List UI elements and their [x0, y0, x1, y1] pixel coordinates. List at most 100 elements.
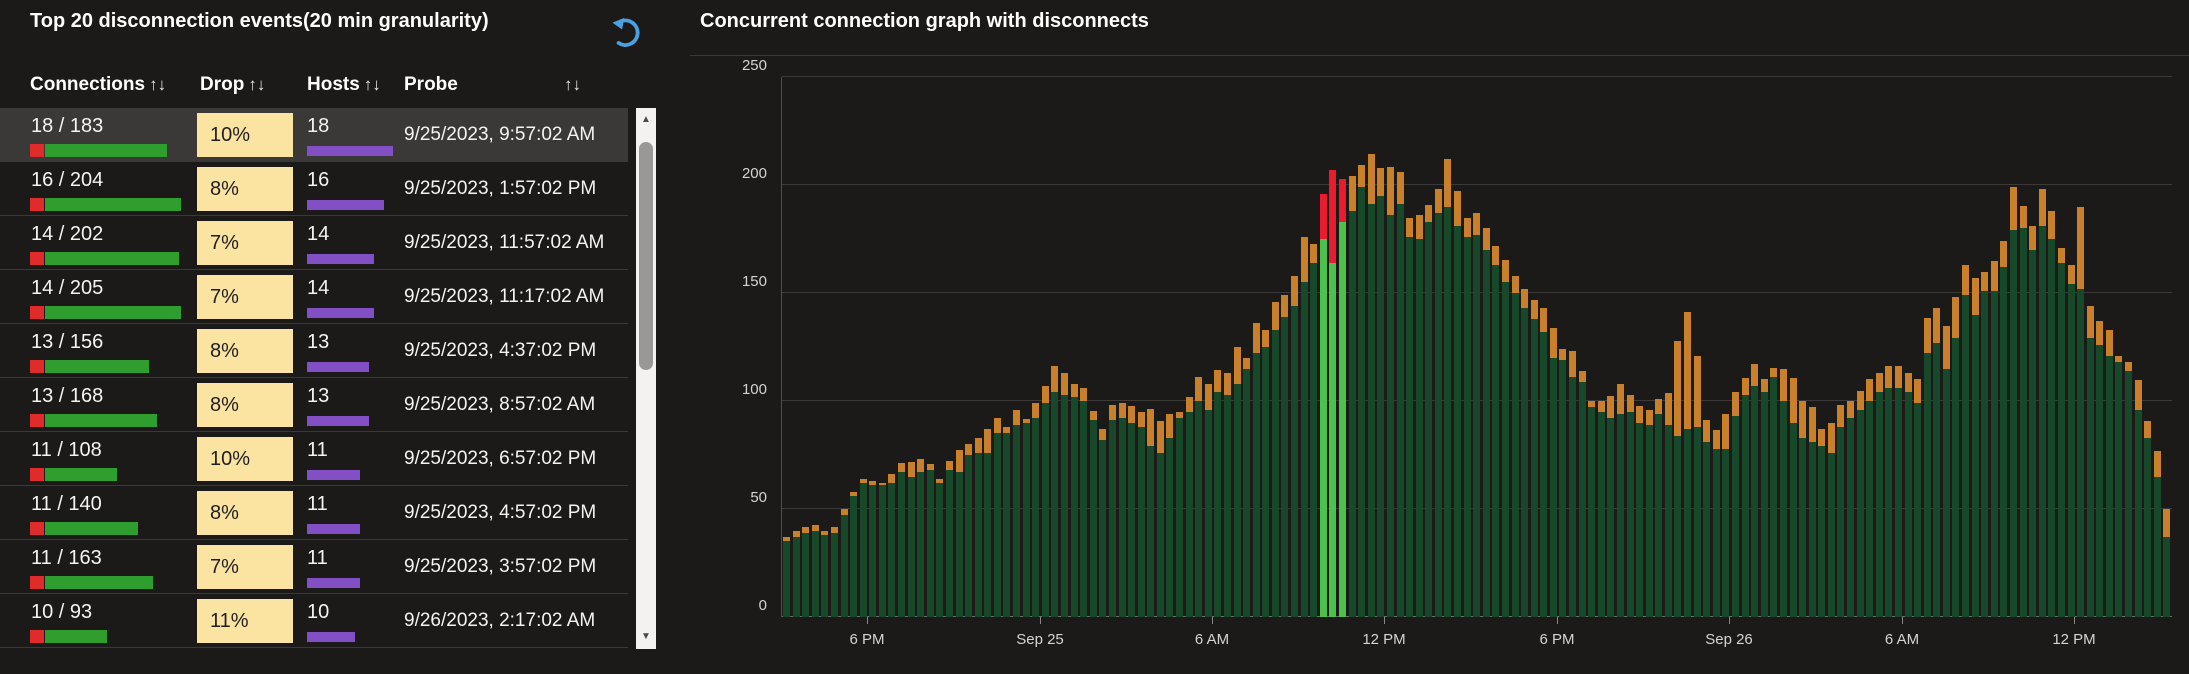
- column-header-hosts[interactable]: Hosts ↑↓: [307, 74, 381, 96]
- chart-bar[interactable]: [1090, 411, 1097, 617]
- scrollbar-thumb[interactable]: [639, 142, 653, 370]
- chart-bar[interactable]: [1301, 237, 1308, 617]
- chart-bar[interactable]: [1866, 379, 1873, 617]
- chart-bar[interactable]: [1972, 278, 1979, 617]
- chart-bar[interactable]: [1933, 308, 1940, 617]
- chart-bar[interactable]: [841, 509, 848, 617]
- chart-bar[interactable]: [1713, 430, 1720, 617]
- chart-bar[interactable]: [1722, 414, 1729, 617]
- chart-bar[interactable]: [1924, 318, 1931, 617]
- chart-bar[interactable]: [1349, 176, 1356, 617]
- chart-bar[interactable]: [1119, 403, 1126, 617]
- chart-bar[interactable]: [1032, 403, 1039, 617]
- chart-bar[interactable]: [1397, 172, 1404, 617]
- chart-bar[interactable]: [1310, 244, 1317, 617]
- chart-bar[interactable]: [1483, 228, 1490, 617]
- chart-bar-disconnect-highlight[interactable]: [1329, 170, 1336, 617]
- chart-bar[interactable]: [927, 464, 934, 617]
- chart-bar[interactable]: [1770, 368, 1777, 617]
- chart-bar[interactable]: [1627, 395, 1634, 617]
- chart-bar[interactable]: [1837, 405, 1844, 617]
- chart-bar[interactable]: [1281, 295, 1288, 617]
- chart-bar[interactable]: [2000, 241, 2007, 617]
- chart-bar[interactable]: [1991, 261, 1998, 617]
- column-header-probe[interactable]: Probe: [404, 74, 458, 96]
- chart-bar[interactable]: [2039, 189, 2046, 617]
- chart-bar[interactable]: [1761, 379, 1768, 617]
- chart-bar[interactable]: [1147, 409, 1154, 617]
- table-scrollbar[interactable]: ▲ ▼: [636, 108, 656, 649]
- chart-bar[interactable]: [956, 450, 963, 617]
- chart-bar[interactable]: [936, 479, 943, 617]
- chart-bar[interactable]: [1435, 189, 1442, 617]
- chart-bar[interactable]: [1492, 246, 1499, 617]
- chart-bar[interactable]: [1502, 260, 1509, 617]
- table-row[interactable]: 14 / 202 7% 14 9/25/2023, 11:57:02 AM: [0, 216, 628, 270]
- column-header-drop[interactable]: Drop ↑↓: [200, 74, 265, 96]
- chart-bar[interactable]: [1885, 366, 1892, 617]
- chart-bar[interactable]: [1684, 312, 1691, 617]
- chart-bar[interactable]: [946, 461, 953, 617]
- chart-bar[interactable]: [1253, 323, 1260, 617]
- chart-bar[interactable]: [1272, 302, 1279, 617]
- chart-bar[interactable]: [1454, 191, 1461, 617]
- chart-bar[interactable]: [1943, 326, 1950, 617]
- chart-bar[interactable]: [1358, 165, 1365, 617]
- chart-bar[interactable]: [1588, 401, 1595, 617]
- chart-bar[interactable]: [1895, 366, 1902, 617]
- chart-bar[interactable]: [1166, 414, 1173, 617]
- chart-bar[interactable]: [1013, 410, 1020, 617]
- chart-bar[interactable]: [1655, 399, 1662, 617]
- chart-bar[interactable]: [1857, 391, 1864, 617]
- chart-bar[interactable]: [2048, 211, 2055, 617]
- chart-bar[interactable]: [1023, 419, 1030, 617]
- chart-bar[interactable]: [1003, 427, 1010, 617]
- chart-bar[interactable]: [1742, 378, 1749, 617]
- chart-bar[interactable]: [2144, 421, 2151, 617]
- chart-bar[interactable]: [2154, 451, 2161, 617]
- chart-bar[interactable]: [2125, 362, 2132, 617]
- scrollbar-up-arrow-icon[interactable]: ▲: [641, 114, 651, 125]
- chart-bar[interactable]: [1176, 412, 1183, 617]
- chart-bar[interactable]: [1636, 406, 1643, 617]
- column-header-connections[interactable]: Connections ↑↓: [30, 74, 166, 96]
- chart-bar[interactable]: [860, 479, 867, 617]
- chart-bar[interactable]: [2077, 207, 2084, 617]
- chart-bar[interactable]: [965, 444, 972, 617]
- table-row[interactable]: 18 / 183 10% 18 9/25/2023, 9:57:02 AM: [0, 108, 628, 162]
- chart-bar[interactable]: [2029, 226, 2036, 617]
- chart-bar[interactable]: [2115, 356, 2122, 617]
- chart-bar[interactable]: [879, 483, 886, 617]
- chart-bar[interactable]: [831, 527, 838, 617]
- chart-bar[interactable]: [975, 438, 982, 617]
- chart-bar[interactable]: [1195, 377, 1202, 617]
- chart-bar[interactable]: [1579, 371, 1586, 617]
- chart-bar[interactable]: [1617, 384, 1624, 617]
- chart-bar[interactable]: [783, 537, 790, 617]
- chart-bar[interactable]: [1521, 289, 1528, 617]
- chart-bar[interactable]: [1214, 370, 1221, 617]
- chart-bar[interactable]: [888, 474, 895, 617]
- chart-bar[interactable]: [1780, 369, 1787, 617]
- chart-bar[interactable]: [2068, 265, 2075, 617]
- chart-bar[interactable]: [1818, 429, 1825, 617]
- chart-bar[interactable]: [1751, 364, 1758, 617]
- table-row[interactable]: 11 / 140 8% 11 9/25/2023, 4:57:02 PM: [0, 486, 628, 540]
- chart-bar[interactable]: [2096, 321, 2103, 617]
- chart-bar[interactable]: [802, 527, 809, 617]
- sort-icon[interactable]: ↑↓: [564, 75, 581, 94]
- chart-bar[interactable]: [1109, 405, 1116, 617]
- scrollbar-down-arrow-icon[interactable]: ▼: [641, 631, 651, 642]
- table-row[interactable]: 16 / 204 8% 16 9/25/2023, 1:57:02 PM: [0, 162, 628, 216]
- chart-bar[interactable]: [1080, 388, 1087, 617]
- chart-bar-disconnect-highlight[interactable]: [1320, 194, 1327, 617]
- chart-bar[interactable]: [1157, 421, 1164, 617]
- chart-bar[interactable]: [1406, 218, 1413, 617]
- chart-bar[interactable]: [1876, 373, 1883, 617]
- chart-bar[interactable]: [1981, 272, 1988, 617]
- chart-bar[interactable]: [1387, 167, 1394, 617]
- chart-bar[interactable]: [1512, 276, 1519, 617]
- chart-bar[interactable]: [1099, 429, 1106, 617]
- table-row[interactable]: 14 / 205 7% 14 9/25/2023, 11:17:02 AM: [0, 270, 628, 324]
- chart-bar[interactable]: [1790, 378, 1797, 617]
